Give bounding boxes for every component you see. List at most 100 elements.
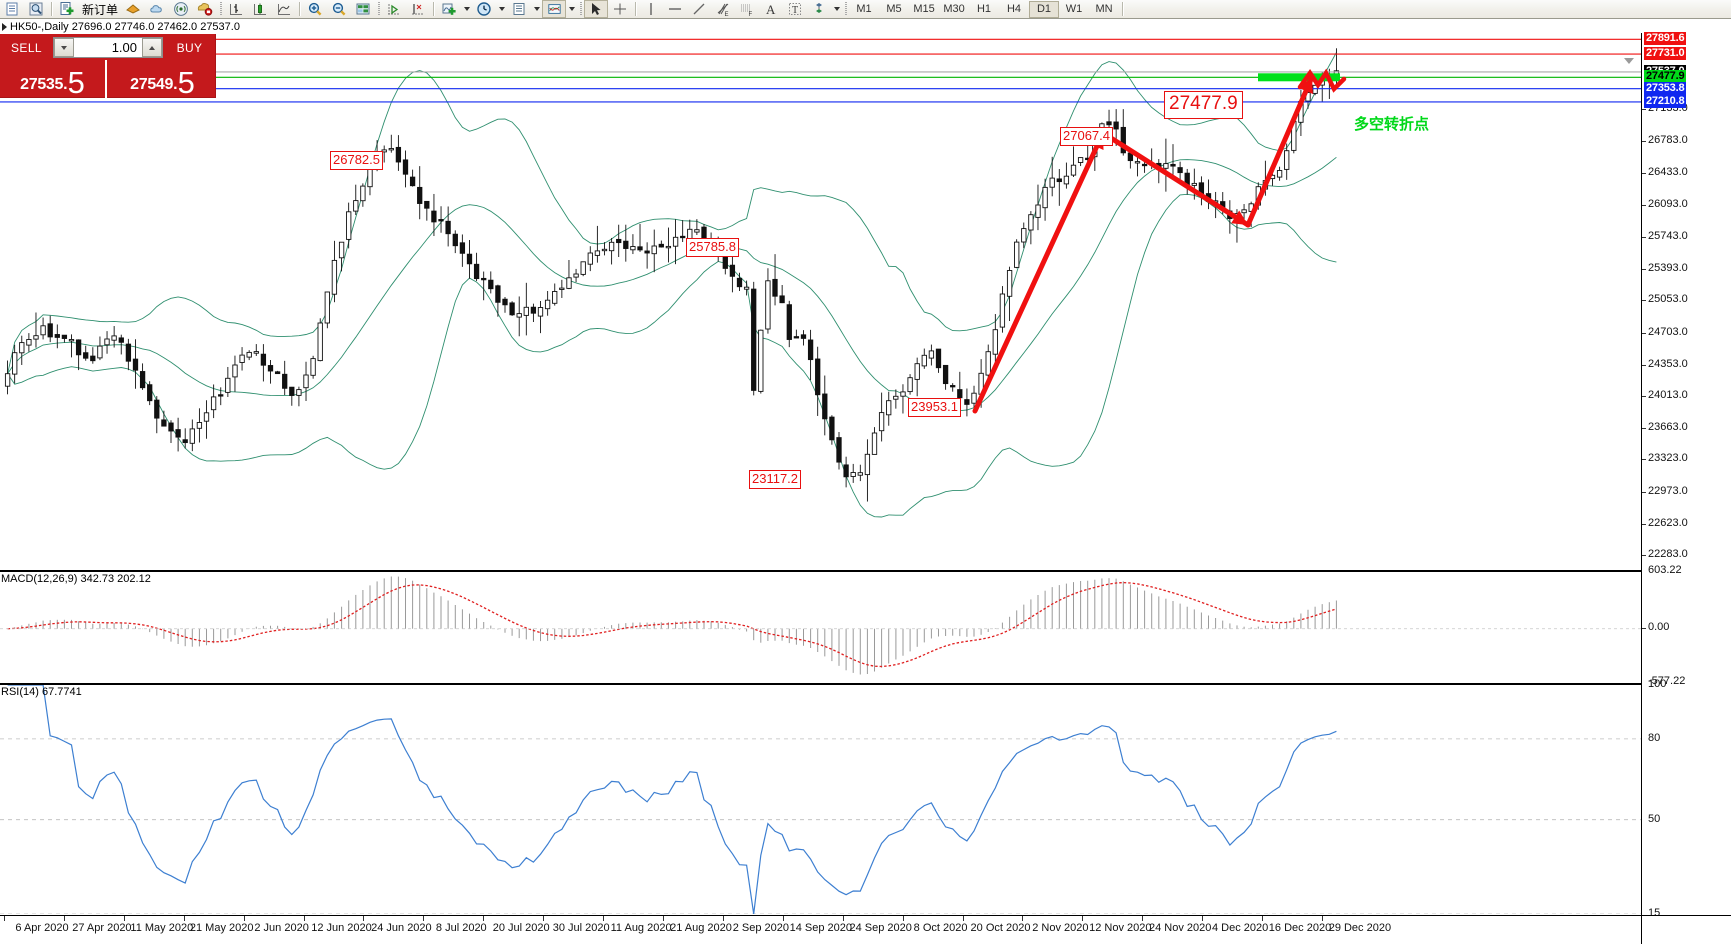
date-axis-tick	[63, 916, 65, 921]
properties-icon[interactable]	[507, 0, 531, 18]
new-order-icon[interactable]	[55, 0, 79, 18]
timeframe-w1[interactable]: W1	[1065, 3, 1083, 15]
macd-axis-label: 603.22	[1648, 564, 1682, 576]
lot-size-input[interactable]: 1.00	[111, 40, 137, 55]
price-axis-label: 24703.0	[1648, 325, 1688, 338]
price-axis[interactable]: 27133.0 26783.0 26433.0 26093.0 25743.0 25393…	[1641, 32, 1731, 919]
date-axis[interactable]: 6 Apr 2020 27 Apr 2020 11 May 2020 21 May 2…	[0, 915, 1641, 944]
date-axis-label: 8 Oct 2020	[913, 922, 968, 934]
new-order-label[interactable]: 新订单	[82, 2, 119, 17]
vertical-line-icon[interactable]	[639, 0, 663, 18]
macd-axis-tick	[1642, 627, 1646, 629]
timeframe-h4[interactable]: H4	[1006, 3, 1022, 15]
period-clock-icon[interactable]	[472, 0, 496, 18]
price-axis-level-chip: 27477.9	[1644, 70, 1687, 84]
swing-high-25785[interactable]: 25785.8	[686, 238, 739, 257]
chevron-down-icon[interactable]	[531, 0, 542, 18]
bid-price[interactable]: 27535 . 5	[0, 60, 107, 98]
toolbar-separator	[842, 1, 849, 17]
target-level-27477[interactable]: 27477.9	[1164, 91, 1243, 119]
cloud-icon[interactable]	[145, 0, 169, 18]
lot-size-stepper[interactable]: 1.00	[53, 37, 163, 58]
date-axis-tick	[183, 916, 185, 921]
ideas-icon[interactable]	[121, 0, 145, 18]
rsi-pane[interactable]: RSI(14) 67.7741	[0, 684, 1641, 915]
date-axis-label: 20 Oct 2020	[970, 922, 1031, 934]
date-axis-label: 8 Jul 2020	[435, 922, 487, 934]
chevron-down-icon[interactable]	[496, 0, 507, 18]
price-axis-tick	[1642, 300, 1646, 302]
chart-scroll-grip[interactable]	[1624, 58, 1636, 66]
period-separator-icon[interactable]	[406, 0, 430, 18]
date-axis-tick	[1142, 916, 1144, 921]
toolbar-separator	[1119, 1, 1126, 17]
date-axis-tick	[962, 916, 964, 921]
date-axis-tick	[243, 916, 245, 921]
price-axis-label: 26433.0	[1648, 166, 1688, 179]
date-axis-tick	[603, 916, 605, 921]
trendline-icon[interactable]	[687, 0, 711, 18]
toolbar-separator	[296, 1, 303, 17]
timeframe-m1[interactable]: M1	[856, 3, 872, 15]
swing-high-27067[interactable]: 27067.4	[1060, 127, 1113, 146]
price-pane[interactable]	[0, 33, 1641, 571]
buy-button[interactable]: BUY	[176, 40, 203, 55]
ask-price-integer: 27549	[130, 76, 174, 93]
data-window-icon[interactable]	[351, 0, 375, 18]
chevron-down-icon[interactable]	[831, 0, 842, 18]
date-axis-label: 24 Nov 2020	[1148, 922, 1212, 934]
date-axis-label: 29 Dec 2020	[1328, 922, 1392, 934]
timeframe-d1[interactable]: D1	[1029, 0, 1060, 18]
objects-list-icon[interactable]	[807, 0, 831, 18]
chart-canvas[interactable]: MACD(12,26,9) 342.73 202.12 RSI(14) 67.7…	[0, 32, 1731, 919]
fibonacci-icon[interactable]: F	[735, 0, 759, 18]
price-axis-level-chip: 27210.8	[1644, 94, 1687, 108]
equidistant-channel-icon[interactable]: E	[711, 0, 735, 18]
bar-chart-icon[interactable]	[224, 0, 248, 18]
lot-decrease-button[interactable]	[54, 38, 74, 57]
date-axis-label: 4 Dec 2020	[1211, 922, 1269, 934]
macd-pane[interactable]: MACD(12,26,9) 342.73 202.12	[0, 571, 1641, 684]
horizontal-line-icon[interactable]	[663, 0, 687, 18]
one-click-trading-panel[interactable]: SELL 1.00 BUY 27535 . 5 27549 . 5	[0, 34, 216, 98]
date-axis-label: 27 Apr 2020	[72, 922, 132, 934]
chevron-down-icon[interactable]	[461, 0, 472, 18]
shift-end-icon[interactable]	[382, 0, 406, 18]
timeframe-h1[interactable]: H1	[976, 3, 992, 15]
main-toolbar: 新订单	[0, 0, 1731, 19]
swing-high-26782[interactable]: 26782.5	[330, 151, 383, 170]
timeframe-m30[interactable]: M30	[943, 3, 965, 15]
timeframe-mn[interactable]: MN	[1095, 3, 1113, 15]
text-object-icon[interactable]: T	[783, 0, 807, 18]
ask-price[interactable]: 27549 . 5	[109, 60, 216, 98]
document-icon[interactable]	[0, 0, 24, 18]
rsi-indicator-label: RSI(14) 67.7741	[1, 686, 82, 698]
line-chart-icon[interactable]	[272, 0, 296, 18]
swing-low-23117[interactable]: 23117.2	[749, 470, 802, 489]
date-axis-tick	[663, 916, 664, 921]
text-label-icon[interactable]: A	[759, 0, 783, 18]
zoom-out-icon[interactable]	[327, 0, 351, 18]
price-axis-tick	[1642, 141, 1646, 143]
date-axis-label: 24 Sep 2020	[849, 922, 912, 934]
macd-plot	[0, 576, 1641, 675]
lot-increase-button[interactable]	[142, 38, 162, 57]
ask-price-decimal: 5	[177, 64, 195, 100]
crosshair-icon[interactable]	[608, 0, 632, 18]
candlestick-chart-icon[interactable]	[248, 0, 272, 18]
trade-panel-header: SELL 1.00 BUY	[0, 34, 216, 60]
autotrading-icon[interactable]	[193, 0, 217, 18]
sell-button[interactable]: SELL	[11, 40, 42, 55]
swing-low-23953[interactable]: 23953.1	[908, 398, 961, 417]
indicator-add-icon[interactable]	[437, 0, 461, 18]
chevron-down-icon[interactable]	[566, 0, 577, 18]
templates-icon[interactable]	[542, 0, 567, 18]
date-axis-tick	[1202, 916, 1204, 921]
cursor-icon[interactable]	[584, 0, 609, 18]
zoom-in-icon[interactable]	[303, 0, 327, 18]
timeframe-m15[interactable]: M15	[913, 3, 935, 15]
date-axis-label: 12 Nov 2020	[1089, 922, 1152, 934]
magnifier-window-icon[interactable]	[24, 0, 48, 18]
timeframe-m5[interactable]: M5	[886, 3, 902, 15]
signal-icon[interactable]	[169, 0, 193, 18]
